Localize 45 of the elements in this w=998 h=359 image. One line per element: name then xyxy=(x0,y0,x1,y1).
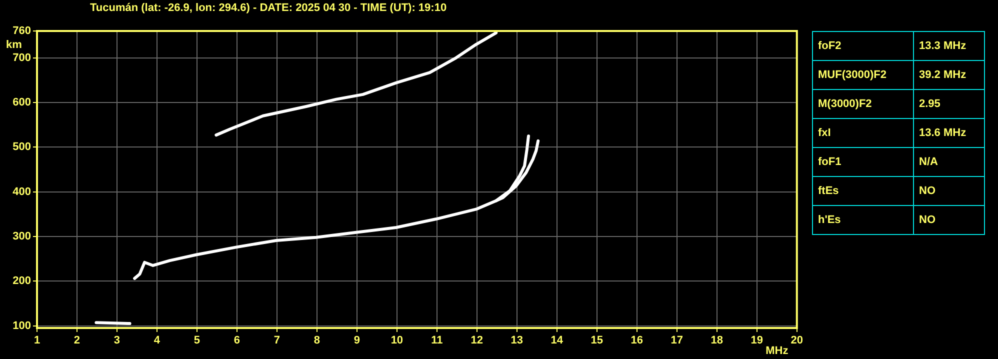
x-tick-label: 2 xyxy=(74,334,80,347)
y-tick-label: 200 xyxy=(12,275,31,288)
text: 13.6 MHz xyxy=(914,118,984,148)
x-tick-label: 7 xyxy=(274,334,280,347)
text: NO xyxy=(914,176,984,206)
text: NO xyxy=(914,206,984,234)
x-tick-label: 1 xyxy=(34,334,40,347)
text: N/A xyxy=(914,148,984,176)
text: foF2 xyxy=(812,32,914,60)
y-tick-label: 760 xyxy=(12,25,31,38)
x-tick-label: 14 xyxy=(550,334,564,347)
x-tick-label: 6 xyxy=(234,334,240,347)
text: fxI xyxy=(812,118,914,148)
x-tick-label: 10 xyxy=(390,334,404,347)
text: 39.2 MHz xyxy=(914,60,984,90)
x-tick-label: 4 xyxy=(154,334,161,347)
x-tick-label: 16 xyxy=(630,334,644,347)
x-tick-label: 20 xyxy=(790,334,804,347)
text: h'Es xyxy=(812,206,914,234)
x-tick-label: 11 xyxy=(431,334,443,347)
text: M(3000)F2 xyxy=(812,90,914,118)
text: 13.3 MHz xyxy=(914,32,984,60)
y-tick-label: 300 xyxy=(12,230,31,242)
x-tick-label: 12 xyxy=(470,334,484,347)
x-tick-label: 9 xyxy=(354,334,360,347)
x-tick-label: 5 xyxy=(194,334,200,347)
y-tick-label: 100 xyxy=(12,320,31,332)
x-tick-label: 18 xyxy=(710,334,724,347)
text: ftEs xyxy=(812,176,914,206)
chart-title: Tucumán (lat: -26.9, lon: 294.6) - DATE: 2025 04 30 - TIME (UT): 19:10 xyxy=(90,2,447,14)
y-tick-label: 400 xyxy=(12,186,31,198)
x-tick-label: 13 xyxy=(510,334,524,347)
x-tick-label: 19 xyxy=(750,334,764,347)
y-tick-label: 600 xyxy=(12,96,31,108)
y-tick-label: 700 xyxy=(12,52,31,64)
y-tick-label: 500 xyxy=(12,141,31,154)
x-axis-title: MHz xyxy=(766,345,789,358)
x-tick-label: 8 xyxy=(314,334,320,347)
y-axis-title: km xyxy=(6,39,22,52)
x-tick-label: 15 xyxy=(590,334,604,347)
x-tick-label: 17 xyxy=(670,334,684,347)
x-tick-label: 3 xyxy=(114,334,120,347)
text: 2.95 xyxy=(914,90,984,118)
text: foF1 xyxy=(812,148,914,176)
text: MUF(3000)F2 xyxy=(812,60,914,90)
